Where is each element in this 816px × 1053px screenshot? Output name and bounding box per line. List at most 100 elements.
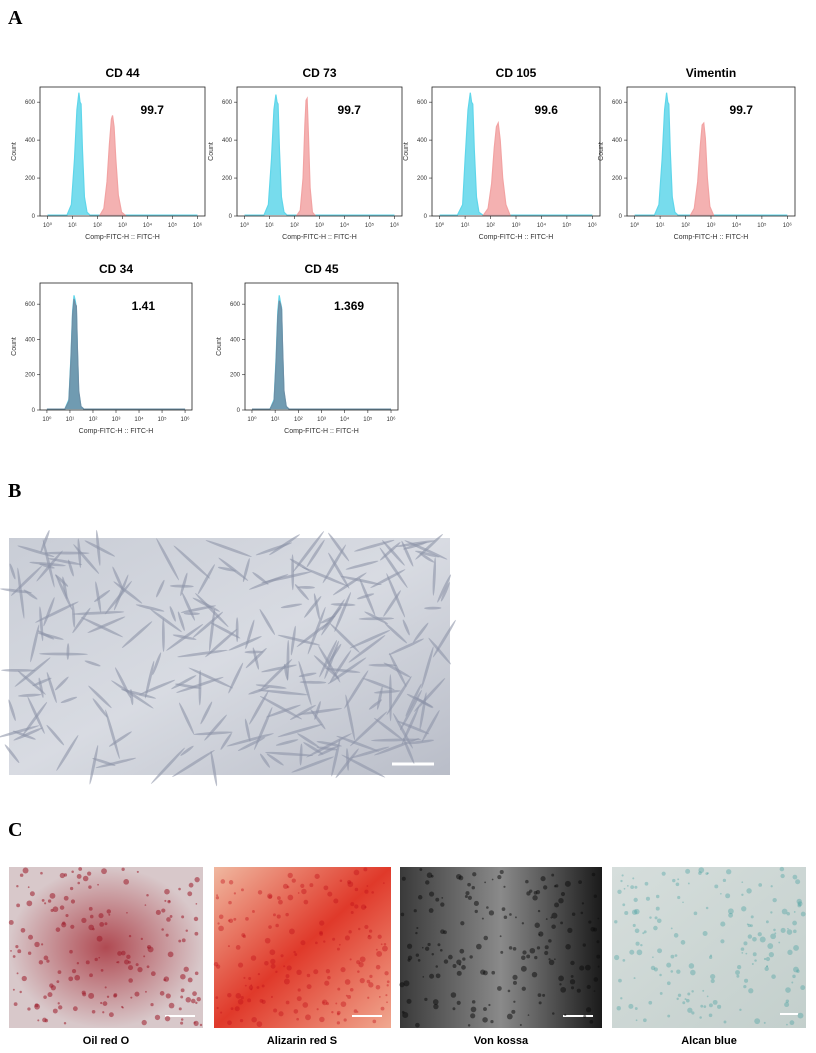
texture	[252, 910, 255, 913]
texture	[743, 984, 747, 989]
texture	[43, 995, 47, 999]
cell	[237, 737, 266, 752]
texture	[275, 970, 278, 973]
chart-title: CD 73	[302, 66, 336, 80]
y-tick-label: 0	[237, 408, 241, 414]
cell	[205, 628, 238, 658]
texture	[63, 873, 68, 877]
texture	[135, 963, 139, 967]
texture	[659, 992, 663, 995]
cell	[46, 724, 65, 746]
x-tick-label: 10²	[681, 223, 690, 229]
texture	[422, 976, 425, 978]
texture	[97, 883, 99, 886]
cell	[383, 590, 401, 617]
texture	[268, 894, 273, 899]
texture	[8, 920, 14, 925]
cell	[397, 720, 430, 735]
texture	[543, 885, 548, 890]
texture	[375, 964, 381, 970]
cell	[297, 733, 320, 748]
texture	[382, 882, 385, 884]
cell	[72, 603, 76, 628]
texture	[150, 971, 156, 977]
cell	[197, 564, 215, 595]
texture	[797, 1012, 804, 1019]
texture	[780, 873, 785, 879]
cell	[329, 623, 360, 653]
texture	[294, 953, 298, 956]
texture	[460, 921, 465, 926]
cell	[374, 717, 403, 740]
texture	[366, 885, 369, 887]
cell	[244, 718, 251, 742]
cell	[43, 597, 55, 627]
texture	[192, 991, 197, 997]
texture	[750, 915, 754, 919]
cell	[173, 545, 211, 579]
texture	[12, 955, 16, 958]
texture	[233, 917, 237, 921]
texture	[785, 987, 791, 993]
texture	[584, 964, 591, 971]
texture	[565, 944, 571, 950]
cell	[245, 647, 267, 669]
texture	[127, 960, 131, 964]
texture	[659, 973, 662, 977]
cell	[150, 747, 185, 784]
texture	[100, 968, 104, 972]
cell	[428, 637, 451, 665]
texture	[289, 928, 295, 935]
texture	[705, 872, 709, 876]
texture	[538, 933, 541, 936]
texture	[682, 1001, 686, 1005]
texture	[278, 899, 283, 905]
texture	[500, 950, 504, 954]
cell	[419, 692, 427, 731]
texture	[529, 947, 536, 954]
texture	[359, 978, 365, 984]
cell	[261, 664, 297, 673]
texture	[588, 920, 592, 924]
photo	[612, 867, 806, 1028]
texture	[620, 997, 623, 1000]
texture	[545, 918, 548, 920]
texture	[786, 929, 793, 935]
y-tick-label: 600	[222, 100, 233, 106]
texture	[146, 893, 149, 897]
cell	[226, 733, 274, 747]
texture	[417, 895, 423, 900]
histogram-curve	[251, 300, 392, 410]
x-tick-label: 10⁶	[783, 222, 793, 229]
texture	[538, 1001, 542, 1005]
texture	[655, 906, 660, 911]
texture	[78, 867, 83, 871]
texture	[633, 977, 636, 980]
x-tick-label: 10⁶	[390, 222, 400, 229]
cell	[264, 751, 314, 757]
texture	[424, 997, 428, 1002]
y-tick-label: 400	[25, 138, 36, 144]
texture	[376, 950, 383, 957]
texture	[217, 922, 220, 925]
texture	[452, 1007, 456, 1011]
texture	[456, 959, 462, 965]
texture	[16, 972, 19, 975]
texture	[41, 943, 44, 946]
texture	[570, 986, 575, 990]
texture	[507, 989, 511, 993]
annotation: 1.41	[132, 299, 156, 313]
cell	[362, 677, 395, 691]
texture	[193, 916, 199, 922]
texture	[243, 976, 246, 979]
texture	[55, 927, 61, 932]
texture	[85, 960, 90, 965]
texture	[155, 909, 161, 916]
texture	[635, 941, 640, 946]
cell	[115, 667, 131, 699]
cell	[40, 530, 50, 553]
cell	[266, 753, 284, 766]
texture	[113, 994, 117, 998]
cell	[169, 606, 176, 622]
